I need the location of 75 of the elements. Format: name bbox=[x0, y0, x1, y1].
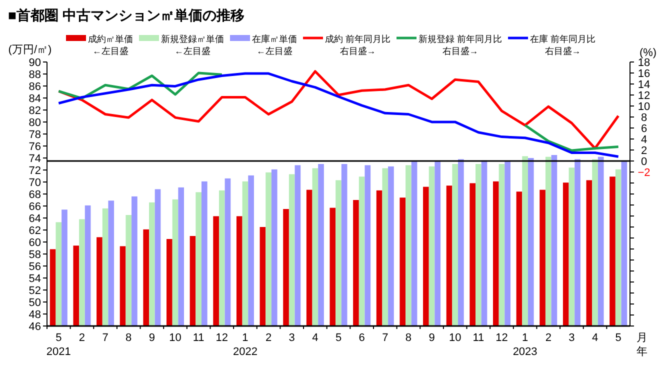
y-tick-label: 78 bbox=[28, 129, 41, 141]
x-tick-label: 7 bbox=[102, 332, 108, 344]
y-tick-label: 74 bbox=[28, 153, 41, 165]
x-tick-label: 9 bbox=[428, 332, 435, 344]
y-tick-label: 90 bbox=[28, 57, 41, 69]
x-tick-label: 1 2023 bbox=[512, 332, 538, 358]
y-tick-label: 82 bbox=[28, 105, 41, 117]
legend-label: 成約 前年同月比 bbox=[325, 34, 391, 44]
legend-label: 在庫㎡単価 bbox=[252, 34, 297, 44]
y-tick-label: 72 bbox=[28, 165, 41, 177]
x-tick-label: 9 bbox=[148, 332, 156, 344]
x-tick-label: 12 bbox=[216, 332, 228, 344]
y2-tick-label: 14 bbox=[638, 79, 650, 91]
x-tick-label: 6 bbox=[358, 332, 365, 344]
x-axis-title: 月年 bbox=[636, 332, 648, 358]
x-tick-label: 4 bbox=[312, 332, 318, 344]
text: ←左目盛 bbox=[174, 46, 210, 56]
legend-label: 在庫 前年同月比 bbox=[530, 34, 596, 44]
x-tick-label: 12 bbox=[496, 332, 508, 344]
y-tick-label: 56 bbox=[28, 261, 41, 273]
y-tick-label: 84 bbox=[28, 93, 41, 105]
y2-tick-label: 8 bbox=[640, 112, 648, 124]
y2-tick-label: 12 bbox=[638, 90, 650, 102]
x-tick-label: 5 bbox=[335, 332, 342, 344]
text: 右目盛→ bbox=[340, 46, 376, 56]
y-tick-label: 52 bbox=[28, 285, 41, 297]
y2-tick-label: −2 bbox=[638, 167, 650, 179]
y2-tick-label: 16 bbox=[638, 68, 650, 80]
x-tick-label: 8 bbox=[126, 332, 132, 344]
y-axis-title: (万円/㎡) bbox=[8, 44, 52, 56]
x-tick-label: 2 bbox=[78, 332, 86, 344]
legend-label: 新規登録㎡単価 bbox=[161, 34, 224, 44]
y2-tick-label: 18 bbox=[638, 57, 650, 69]
text: ←左目盛 bbox=[92, 46, 128, 56]
chart-title: ■首都圏 中古マンション㎡単価の推移 bbox=[8, 7, 244, 23]
x-tick-label: 5 2021 bbox=[46, 332, 71, 358]
text: 右目盛→ bbox=[442, 46, 478, 56]
x-tick-label: 1 2022 bbox=[232, 332, 258, 358]
legend-label: 成約㎡単価 bbox=[88, 34, 133, 44]
y2-axis-title: (%) bbox=[639, 47, 657, 59]
y-tick-label: 76 bbox=[28, 141, 41, 153]
text: 右目盛→ bbox=[544, 46, 581, 56]
y-tick-label: 54 bbox=[28, 273, 41, 285]
x-tick-label: 10 bbox=[448, 332, 462, 344]
y-tick-label: 46 bbox=[28, 321, 41, 333]
x-tick-label: 3 bbox=[288, 332, 295, 344]
y-tick-label: 86 bbox=[28, 81, 41, 93]
y-tick-label: 64 bbox=[28, 213, 41, 225]
x-tick-label: 11 bbox=[192, 332, 204, 344]
x-tick-label: 11 bbox=[472, 332, 484, 344]
x-tick-label: 4 bbox=[592, 332, 598, 344]
x-tick-label: 3 bbox=[568, 332, 575, 344]
y-tick-label: 70 bbox=[28, 177, 41, 189]
x-tick-label: 2 bbox=[265, 332, 272, 344]
y-tick-label: 66 bbox=[28, 201, 41, 213]
y-tick-label: 48 bbox=[28, 309, 41, 321]
y-tick-label: 50 bbox=[28, 297, 41, 309]
y-tick-label: 58 bbox=[28, 249, 41, 261]
x-tick-label: 5 bbox=[615, 332, 622, 344]
y-tick-label: 88 bbox=[28, 69, 41, 81]
text: ←左目盛 bbox=[256, 46, 292, 56]
y2-tick-label: 4 bbox=[640, 134, 648, 146]
x-tick-label: 10 bbox=[169, 332, 182, 344]
y-tick-label: 62 bbox=[28, 225, 41, 237]
x-tick-label: 7 bbox=[382, 332, 388, 344]
y-tick-label: 80 bbox=[28, 117, 41, 129]
y-tick-label: 60 bbox=[28, 237, 41, 249]
legend-label: 新規登録 前年同月比 bbox=[418, 34, 502, 44]
y-tick-label: 68 bbox=[28, 189, 41, 201]
y2-tick-label: 2 bbox=[640, 145, 648, 157]
x-tick-label: 8 bbox=[405, 332, 412, 344]
x-tick-label: 2 bbox=[545, 332, 552, 344]
y2-tick-label: 6 bbox=[640, 123, 648, 135]
y2-tick-label: 0 bbox=[640, 156, 648, 168]
y2-tick-label: 10 bbox=[638, 101, 650, 113]
